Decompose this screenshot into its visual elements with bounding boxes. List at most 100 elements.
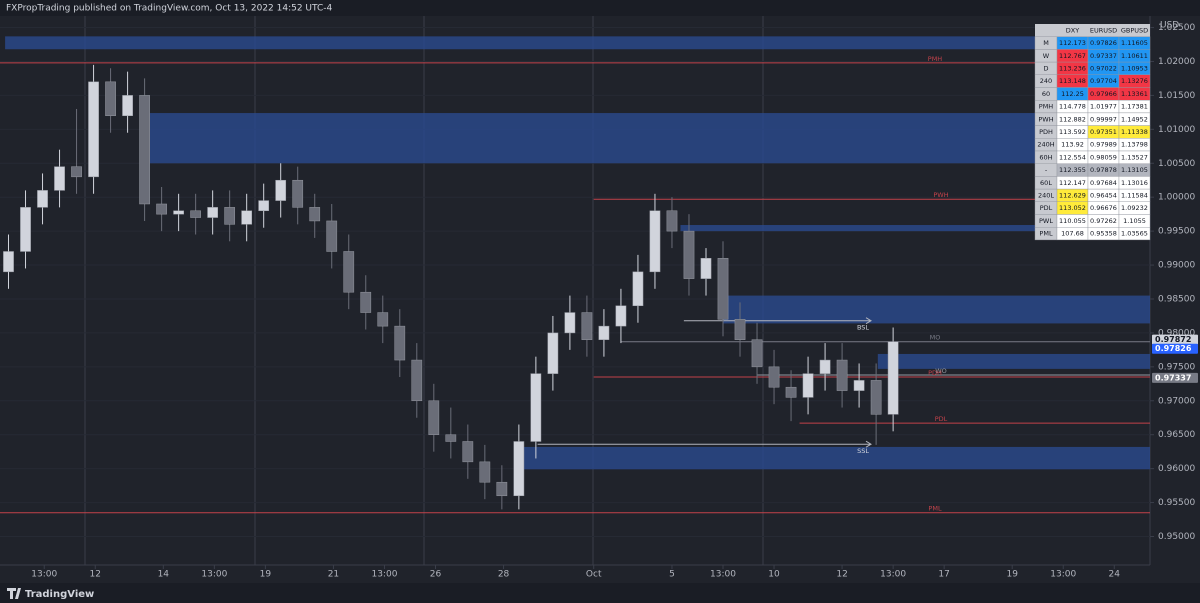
candle-body — [258, 200, 270, 212]
table-cell: 0.97704 — [1090, 77, 1117, 85]
table-cell: 1.03565 — [1121, 230, 1148, 238]
table-row-label: PDH — [1039, 128, 1053, 136]
arrow-label: SSL — [857, 447, 869, 455]
candle-body — [88, 81, 99, 178]
candle-body — [343, 251, 355, 293]
zone — [877, 353, 1150, 369]
table-cell: 1.13798 — [1121, 141, 1148, 149]
level-label: PWH — [933, 191, 948, 199]
table-row-label: PWL — [1039, 217, 1053, 225]
candle-body — [853, 380, 865, 391]
table-row-label: W — [1043, 52, 1050, 60]
table-cell: 1.11338 — [1121, 128, 1148, 136]
candle-body — [190, 210, 201, 218]
table-row-label: 60 — [1042, 90, 1050, 98]
price-tag — [1152, 343, 1198, 354]
candle-body — [411, 359, 423, 402]
candle-body — [428, 400, 440, 435]
candle-body — [513, 441, 525, 497]
table-cell: 1.13016 — [1121, 179, 1148, 187]
candle-body — [377, 312, 389, 327]
table-cell: 112.554 — [1059, 153, 1086, 161]
y-tick-label: 0.98000 — [1158, 328, 1195, 338]
level-label: PDL — [935, 415, 948, 423]
table-cell: 0.96676 — [1090, 204, 1117, 212]
level-label: WO — [935, 367, 947, 375]
table-cell: 113.92 — [1061, 141, 1084, 149]
y-tick-label: 0.95000 — [1158, 532, 1195, 542]
table-cell: 113.052 — [1059, 204, 1086, 212]
candle-body — [122, 95, 133, 117]
session-lines — [84, 16, 764, 565]
candle-body — [887, 341, 899, 415]
y-tick-label: 1.01000 — [1158, 125, 1195, 135]
candle-body — [530, 373, 542, 442]
price-tag-label: 0.97872 — [1155, 335, 1191, 344]
candle-body — [479, 461, 491, 483]
footer-brand: TradingView — [25, 589, 94, 600]
x-tick-label: 14 — [158, 570, 170, 580]
table-cell: 1.10611 — [1121, 52, 1148, 60]
x-tick-label: 10 — [768, 570, 780, 580]
y-tick-label: 0.96500 — [1158, 430, 1195, 440]
y-tick-label: 1.01500 — [1158, 91, 1195, 101]
table-cell: 112.629 — [1059, 191, 1086, 199]
x-tick-label: 13:00 — [710, 570, 736, 580]
table-row-label: M — [1043, 39, 1049, 47]
y-tick-label: 0.99500 — [1158, 227, 1195, 237]
table-cell: 1.13276 — [1121, 77, 1148, 85]
table-row-label: 240 — [1040, 77, 1052, 85]
x-tick-label: Oct — [586, 570, 602, 580]
zone — [139, 113, 1150, 164]
candle-body — [207, 207, 219, 218]
price-tag-label: 0.97826 — [1155, 344, 1192, 353]
table-row-label: 60H — [1039, 153, 1052, 161]
x-tick-label: 28 — [498, 570, 510, 580]
arrow — [683, 317, 872, 325]
table-cell: 107.68 — [1061, 230, 1084, 238]
zone — [680, 225, 1150, 232]
candle-body — [20, 207, 31, 252]
candle-body — [394, 325, 406, 361]
table-cell: 0.97684 — [1090, 179, 1117, 187]
candle-body — [105, 81, 116, 117]
table-header-bg — [1035, 24, 1150, 37]
candle-body — [700, 258, 712, 279]
table-row-label: D — [1043, 64, 1048, 72]
header-title: FXPropTrading published on TradingView.c… — [6, 4, 333, 14]
x-tick-label: 21 — [328, 570, 339, 580]
y-tick-label: 1.00000 — [1158, 193, 1195, 203]
x-tick-label: 17 — [938, 570, 949, 580]
axis-unit: USD — [1160, 21, 1179, 31]
table-cell: 0.97966 — [1090, 90, 1117, 98]
candle-body — [547, 332, 559, 374]
table-cell: 0.99997 — [1090, 115, 1117, 123]
x-tick-label: 13:00 — [371, 570, 397, 580]
table-cell: 0.97826 — [1090, 39, 1117, 47]
arrow-label: BSL — [857, 324, 869, 332]
candle-body — [37, 190, 48, 208]
candle-body — [836, 359, 848, 391]
table-cell: 1.17381 — [1121, 103, 1148, 111]
table-cell: 1.09232 — [1121, 204, 1148, 212]
table-cell: 0.96454 — [1090, 191, 1117, 199]
logo — [7, 588, 21, 599]
table-cell: 1.13105 — [1121, 166, 1148, 174]
table-cell: 0.97022 — [1090, 64, 1117, 72]
table-row-label: - — [1045, 166, 1048, 174]
table-cell: 0.97878 — [1090, 166, 1117, 174]
table-cell: 113.592 — [1059, 128, 1086, 136]
candle-body — [462, 441, 474, 463]
y-tick-label: 1.02000 — [1158, 57, 1195, 67]
candle-body — [768, 366, 780, 388]
candle-body — [666, 210, 678, 232]
table-row-label: PDL — [1040, 204, 1053, 212]
plot: 1.02500 1.02000 1.01500 1.01000 1.00500 1.000… — [0, 23, 1198, 580]
zone — [520, 446, 1150, 470]
table-cell: 1.11584 — [1121, 191, 1148, 199]
price-tag-label: 0.97337 — [1155, 373, 1191, 382]
candle-body — [751, 339, 763, 368]
table-cell: 113.236 — [1059, 64, 1086, 72]
footer-bar — [0, 583, 1200, 603]
